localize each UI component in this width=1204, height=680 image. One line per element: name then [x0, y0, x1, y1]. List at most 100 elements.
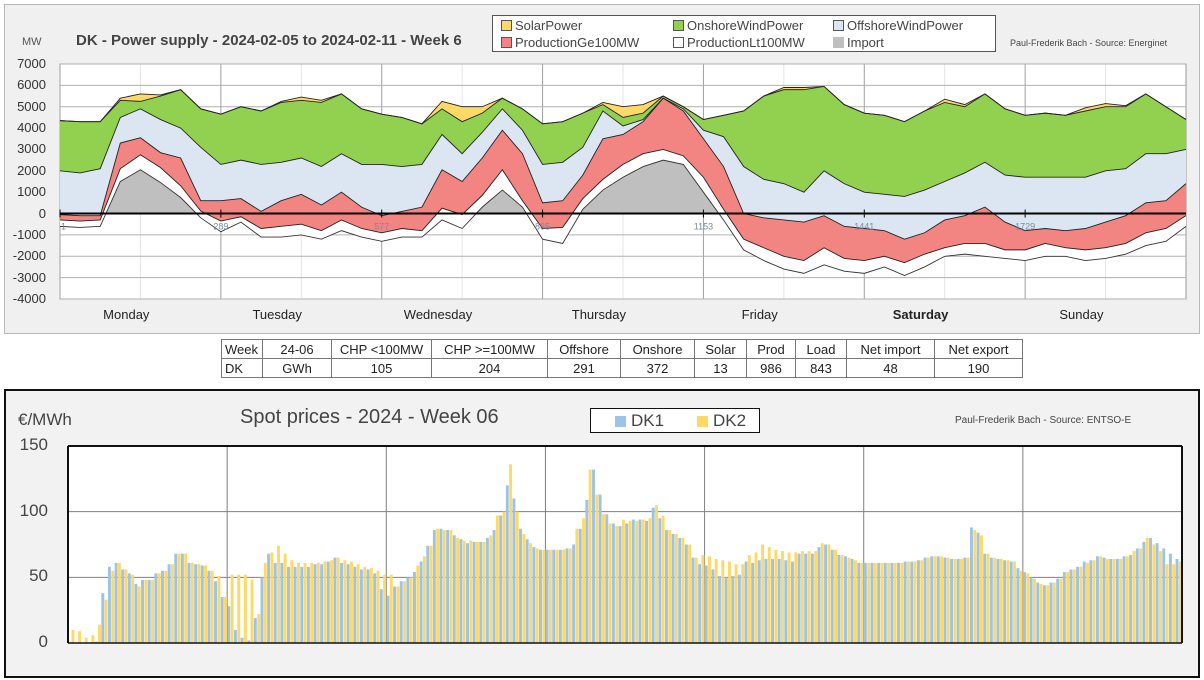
bar-DK2 [615, 526, 619, 643]
bar-DK2 [913, 561, 917, 643]
bar-DK1 [936, 556, 940, 643]
bar-DK1 [320, 564, 324, 643]
legend-label: ProductionLt100MW [687, 35, 805, 50]
bar-DK2 [529, 543, 532, 643]
legend-swatch [615, 415, 626, 427]
bar-DK2 [462, 540, 466, 643]
bar-DK2 [907, 561, 910, 643]
table-cell: 105 [331, 358, 432, 378]
bar-DK1 [472, 541, 476, 643]
bar-DK1 [538, 549, 542, 643]
legend-item-DK2: DK2 [697, 411, 746, 431]
bar-DK1 [883, 562, 887, 643]
bar-DK2 [356, 564, 360, 643]
y-tick-label: 50 [29, 566, 48, 586]
bar-DK2 [641, 519, 645, 643]
bar-DK2 [694, 557, 698, 643]
bar-DK2 [84, 637, 88, 643]
bar-DK1 [432, 530, 436, 643]
bar-DK2 [310, 562, 314, 643]
bar-DK2 [767, 547, 771, 643]
bar-DK1 [718, 576, 721, 643]
bar-DK1 [592, 469, 595, 643]
bar-DK1 [134, 583, 138, 643]
y-tick-label: -2000 [12, 248, 46, 264]
area-ProductionLt100MW [60, 149, 1186, 276]
table-header-row: Week 24-06 CHP <100MW CHP >=100MW Offshore On… [221, 339, 1023, 359]
bar-DK1 [386, 595, 390, 643]
legend-swatch [501, 20, 512, 31]
bar-DK2 [1119, 558, 1123, 643]
bar-DK1 [625, 523, 629, 643]
bar-DK1 [340, 562, 343, 643]
bar-DK2 [1152, 544, 1156, 643]
legend-item-SolarPower: SolarPower [501, 18, 582, 33]
bar-DK2 [601, 514, 605, 643]
x-tick-label: 289 [213, 222, 228, 232]
legend-item-ProductionGe100MW: ProductionGe100MW [501, 35, 639, 50]
bar-DK1 [121, 569, 125, 643]
bar-DK1 [1062, 572, 1066, 643]
bar-DK2 [1039, 583, 1043, 643]
bar-DK1 [240, 637, 244, 643]
bar-DK1 [519, 528, 523, 643]
legend-label: DK2 [713, 411, 747, 430]
bar-DK1 [1142, 541, 1146, 643]
bar-DK2 [237, 574, 241, 643]
legend-swatch [673, 20, 684, 31]
bar-DK2 [827, 544, 831, 643]
bar-DK1 [970, 527, 973, 643]
day-label: Tuesday [252, 307, 302, 322]
bar-DK1 [532, 547, 536, 643]
bar-DK1 [220, 597, 224, 643]
bar-DK2 [1072, 569, 1076, 643]
bar-DK1 [479, 541, 483, 643]
bar-DK2 [999, 558, 1003, 643]
bar-DK2 [661, 515, 665, 643]
bar-DK1 [505, 485, 509, 643]
bar-DK1 [399, 581, 403, 643]
bar-DK1 [976, 532, 980, 643]
legend-item-DK1: DK1 [615, 411, 664, 431]
table-cell: Solar [694, 339, 747, 359]
table-cell: DK [221, 358, 263, 378]
bar-DK1 [691, 557, 695, 643]
bar-DK1 [207, 570, 211, 643]
bar-DK1 [1122, 556, 1126, 643]
legend-item-ProductionLt100MW: ProductionLt100MW [673, 35, 805, 50]
bar-DK2 [429, 545, 433, 643]
bar-DK2 [548, 549, 552, 643]
bar-DK1 [174, 553, 178, 643]
bar-DK2 [708, 556, 712, 643]
line-OffshoreWindPower [59, 97, 1187, 197]
bar-DK2 [104, 599, 108, 643]
bar-DK1 [267, 553, 271, 643]
bar-DK1 [671, 533, 675, 643]
bar-DK2 [277, 545, 280, 643]
bar-DK2 [71, 629, 75, 643]
bar-DK1 [605, 514, 609, 643]
bar-DK2 [489, 535, 493, 643]
line-ProductionGe100MW [59, 97, 1187, 240]
bar-DK2 [1092, 560, 1096, 643]
bar-DK2 [562, 549, 566, 643]
bar-DK1 [598, 494, 602, 643]
bar-DK1 [200, 565, 204, 643]
bar-DK1 [1076, 566, 1080, 643]
bar-DK1 [983, 553, 987, 643]
bar-DK2 [436, 528, 440, 643]
bar-DK2 [98, 624, 101, 643]
bar-DK1 [273, 562, 277, 643]
bar-DK2 [681, 537, 685, 643]
bar-DK2 [721, 560, 725, 643]
bar-DK1 [645, 520, 649, 643]
bar-DK2 [363, 566, 367, 643]
bar-DK2 [1046, 585, 1050, 643]
day-label: Thursday [571, 307, 626, 322]
legend-label: OffshoreWindPower [847, 18, 964, 33]
bar-DK2 [416, 565, 420, 643]
legend-swatch [673, 37, 684, 48]
bar-DK1 [631, 519, 635, 643]
plot-area [68, 446, 1182, 643]
